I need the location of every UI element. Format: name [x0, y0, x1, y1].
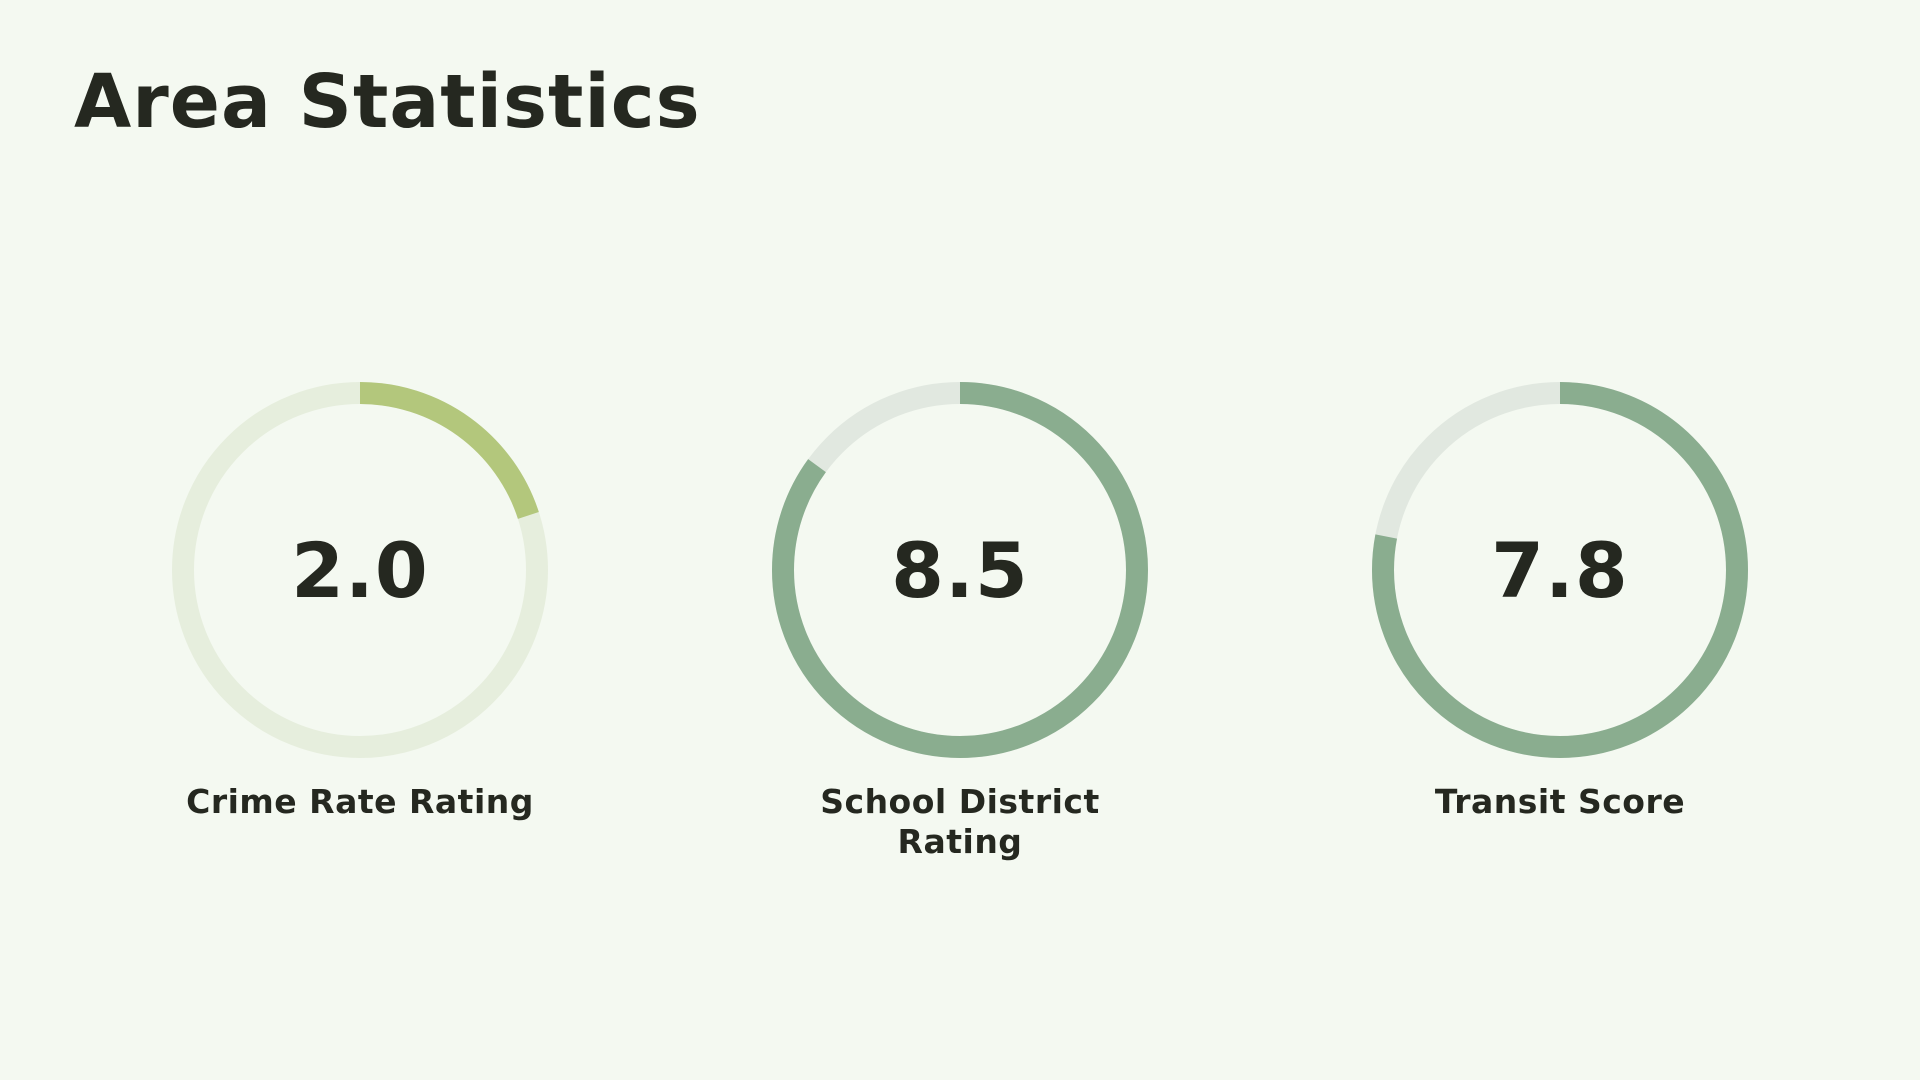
transit-score-gauge: 7.8 Transit Score: [1360, 380, 1760, 822]
gauge-value: 8.5: [891, 525, 1029, 615]
gauge-value: 2.0: [291, 525, 429, 615]
page-title: Area Statistics: [74, 59, 701, 145]
gauge-ring-chart: [772, 382, 1148, 758]
gauge-ring: 8.5: [770, 380, 1150, 760]
gauge-ring-chart: [1372, 382, 1748, 758]
gauge-label: School District Rating: [820, 782, 1100, 861]
school-district-gauge: 8.5 School District Rating: [760, 380, 1160, 862]
gauge-label: Crime Rate Rating: [186, 782, 534, 821]
gauge-fill-arc: [172, 382, 548, 758]
gauge-value: 7.8: [1491, 525, 1629, 615]
gauge-fill-arc: [1372, 382, 1748, 758]
gauge-ring-chart: [172, 382, 548, 758]
crime-rate-gauge: 2.0 Crime Rate Rating: [160, 380, 560, 822]
gauge-label: Transit Score: [1434, 782, 1686, 821]
gauge-fill-arc: [772, 382, 1148, 758]
gauge-ring: 7.8: [1370, 380, 1750, 760]
gauge-ring: 2.0: [170, 380, 550, 760]
